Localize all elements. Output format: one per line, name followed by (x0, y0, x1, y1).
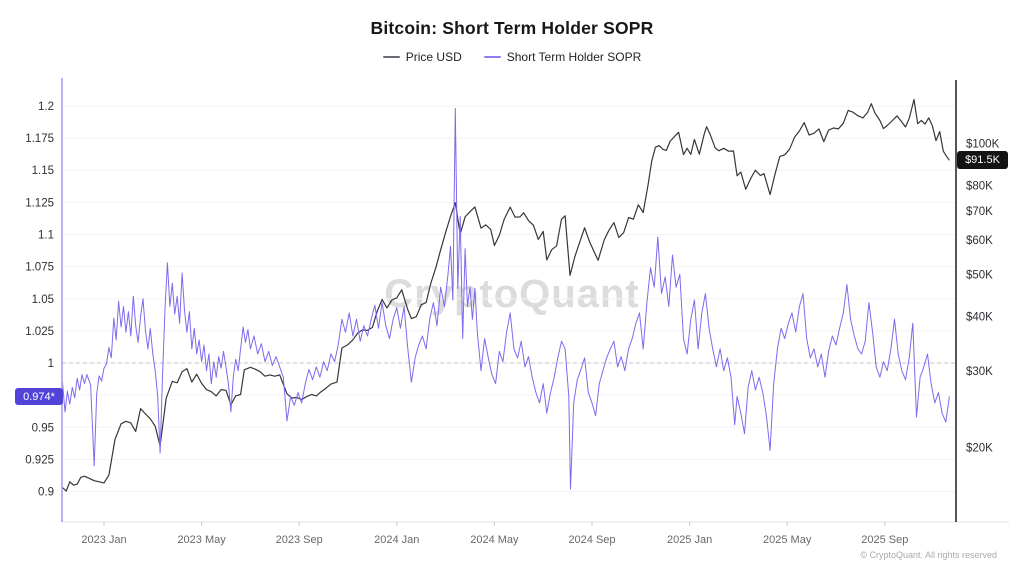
legend-item-price-usd[interactable]: Price USD (382, 50, 462, 64)
right-axis-tick-label: $20K (966, 443, 993, 455)
legend-item-sth-sopr[interactable]: Short Term Holder SOPR (483, 50, 642, 64)
right-axis-tick-label: $70K (966, 206, 993, 218)
copyright-text: © CryptoQuant. All rights reserved (860, 550, 997, 560)
price-usd-line (62, 98, 950, 492)
right-axis-tick-label: $100K (966, 139, 1000, 151)
x-axis-tick-label: 2025 Jan (667, 534, 712, 546)
price-current-value-badge: $91.5K (957, 151, 1008, 169)
right-axis-tick-label: $50K (966, 270, 993, 282)
sopr-series-swatch-icon (483, 56, 501, 58)
left-axis-tick-label: 1 (48, 358, 54, 370)
sopr-current-value-badge: 0.974* (15, 388, 63, 405)
left-axis-tick-label: 1.05 (32, 294, 54, 306)
legend-label-sth-sopr: Short Term Holder SOPR (506, 50, 642, 64)
left-axis-tick-label: 1.025 (25, 326, 54, 338)
x-axis-tick-label: 2023 Sep (276, 534, 323, 546)
left-axis-tick-label: 1.1 (38, 230, 54, 242)
right-axis-tick-label: $40K (966, 312, 993, 324)
left-axis-tick-label: 1.2 (38, 101, 54, 113)
price-series-swatch-icon (382, 56, 400, 58)
right-axis-tick-label: $80K (966, 181, 993, 193)
left-axis-tick-label: 0.95 (32, 422, 54, 434)
x-axis-tick-label: 2023 May (177, 534, 226, 546)
left-axis-tick-label: 1.175 (25, 133, 54, 145)
chart-legend: Price USD Short Term Holder SOPR (0, 50, 1024, 64)
right-axis-tick-label: $60K (966, 235, 993, 247)
x-axis-tick-label: 2024 Jan (374, 534, 419, 546)
x-axis-tick-label: 2023 Jan (81, 534, 126, 546)
x-axis-tick-label: 2025 Sep (861, 534, 908, 546)
left-axis-tick-label: 1.075 (25, 262, 54, 274)
left-axis-tick-label: 1.15 (32, 165, 54, 177)
legend-label-price-usd: Price USD (405, 50, 462, 64)
left-axis-tick-label: 0.925 (25, 454, 54, 466)
short-term-holder-sopr-line (62, 108, 950, 490)
x-axis-tick-label: 2025 May (763, 534, 812, 546)
chart-title: Bitcoin: Short Term Holder SOPR (370, 18, 654, 38)
left-axis-tick-label: 1.125 (25, 197, 54, 209)
x-axis-tick-label: 2024 Sep (568, 534, 615, 546)
x-axis-tick-label: 2024 May (470, 534, 519, 546)
right-axis-tick-label: $30K (966, 366, 993, 378)
left-axis-tick-label: 0.9 (38, 487, 54, 499)
